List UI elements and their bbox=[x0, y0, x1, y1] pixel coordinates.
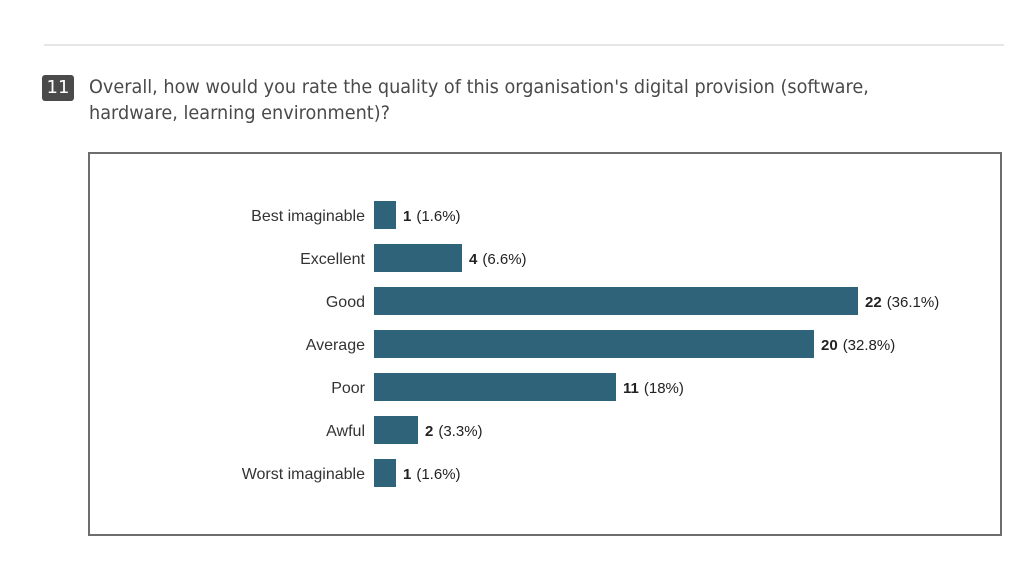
category-label: Awful bbox=[326, 423, 365, 440]
bar bbox=[374, 244, 462, 272]
bar bbox=[374, 330, 814, 358]
question-number-badge: 11 bbox=[42, 75, 74, 101]
data-label-percent: (1.6%) bbox=[416, 208, 460, 225]
bar bbox=[374, 416, 418, 444]
category-label: Average bbox=[306, 337, 365, 354]
category-label: Excellent bbox=[300, 251, 365, 268]
data-label-count: 1 bbox=[403, 208, 411, 225]
data-label-percent: (6.6%) bbox=[482, 251, 526, 268]
data-label-count: 22 bbox=[865, 294, 882, 311]
bar-chart: Best imaginable 1 (1.6%) Excellent 4 (6.6%) Go… bbox=[242, 201, 939, 487]
data-label-count: 4 bbox=[469, 251, 478, 268]
data-label-percent: (18%) bbox=[644, 380, 684, 397]
category-label: Poor bbox=[331, 380, 365, 397]
data-label-percent: (36.1%) bbox=[887, 294, 940, 311]
bar bbox=[374, 459, 396, 487]
bar bbox=[374, 373, 616, 401]
data-label-percent: (3.3%) bbox=[438, 423, 482, 440]
data-label: 1 (1.6%) bbox=[403, 208, 461, 225]
bar bbox=[374, 287, 858, 315]
data-label-percent: (32.8%) bbox=[843, 337, 896, 354]
data-label-percent: (1.6%) bbox=[416, 466, 460, 483]
category-label: Good bbox=[326, 294, 365, 311]
data-label-count: 20 bbox=[821, 337, 838, 354]
data-label: 20 (32.8%) bbox=[821, 337, 895, 354]
top-divider bbox=[44, 44, 1004, 46]
data-label-count: 2 bbox=[425, 423, 433, 440]
chart-frame: Best imaginable 1 (1.6%) Excellent 4 (6.6%) Go… bbox=[88, 152, 1002, 536]
category-label: Worst imaginable bbox=[242, 466, 365, 483]
data-label: 1 (1.6%) bbox=[403, 466, 461, 483]
bar bbox=[374, 201, 396, 229]
data-label: 11 (18%) bbox=[623, 380, 684, 397]
data-label: 4 (6.6%) bbox=[469, 251, 527, 268]
data-label: 2 (3.3%) bbox=[425, 423, 483, 440]
question-title: Overall, how would you rate the quality … bbox=[89, 76, 869, 124]
data-label-count: 1 bbox=[403, 466, 411, 483]
category-label: Best imaginable bbox=[251, 208, 365, 225]
data-label-count: 11 bbox=[623, 380, 639, 397]
data-label: 22 (36.1%) bbox=[865, 294, 939, 311]
